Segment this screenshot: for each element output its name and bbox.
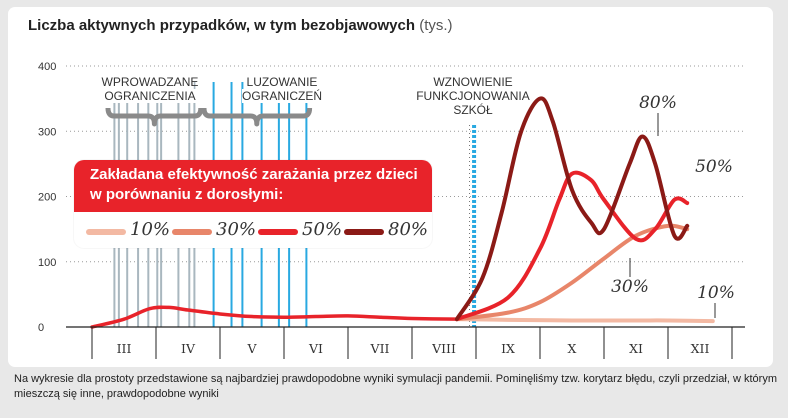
x-tick-label: VIII [431, 341, 456, 356]
series-line-10pct [454, 317, 715, 324]
series-labels: 10% 30% 50% 80% [611, 93, 735, 318]
chart-title: Liczba aktywnych przypadków, w tym bezob… [28, 17, 453, 34]
annotation-bg [245, 75, 319, 89]
annotation-bg [433, 75, 513, 89]
legend-label: 50% [302, 219, 343, 240]
series-label: 10% [697, 283, 735, 303]
legend: Zakładana efektywność zarażania przez dz… [74, 160, 432, 248]
annotation-bg [242, 89, 322, 103]
annotation-text: SZKÓŁ [453, 102, 493, 117]
title-unit: (tys.) [419, 17, 453, 34]
legend-items: 10% 30% 50% 80% [86, 218, 429, 244]
legend-label: 80% [388, 219, 429, 240]
series-lines [90, 96, 715, 329]
legend-swatch [86, 229, 126, 235]
series-line-30pct [454, 223, 690, 322]
legend-header: Zakładana efektywność zarażania przez dz… [74, 160, 432, 212]
legend-swatch [344, 229, 384, 235]
x-tick-label: IX [501, 341, 515, 356]
y-tick-label: 100 [38, 257, 56, 269]
legend-swatch [258, 229, 298, 235]
x-tick-label: VII [370, 341, 390, 356]
x-tick-label: IV [181, 341, 196, 356]
annotation-text: FUNKCJONOWANIA [416, 89, 530, 103]
y-tick-label: 0 [38, 322, 44, 334]
y-tick-label: 400 [38, 61, 56, 73]
y-tick-label: 300 [38, 126, 56, 138]
annotation-text: LUZOWANIE [247, 75, 318, 89]
annotation-text: OGRANICZENIA [104, 89, 195, 103]
annotation-bg [452, 103, 494, 117]
footnote: Na wykresie dla prostoty przedstawione s… [14, 373, 777, 400]
annotation-text: WZNOWIENIE [433, 75, 512, 89]
period-brace [105, 107, 204, 127]
title-text: Liczba aktywnych przypadków, w tym bezob… [28, 17, 416, 34]
x-tick-label: XI [629, 341, 643, 356]
legend-label: 10% [130, 219, 171, 240]
series-label: 30% [611, 277, 649, 297]
annotation-text: WPROWADZANE [102, 75, 199, 89]
x-axis: III IV V VI VII VIII IX X XI XII [66, 326, 745, 359]
y-tick-label: 200 [38, 192, 56, 204]
legend-label: 30% [216, 219, 257, 240]
annotation-text: OGRANICZEŃ [242, 88, 322, 103]
y-axis: 0 100 200 300 400 [38, 61, 56, 334]
legend-heading: Zakładana efektywność zarażania przez dz… [90, 166, 418, 203]
x-tick-label: X [568, 341, 577, 356]
series-label: 50% [695, 157, 733, 177]
x-tick-label: III [117, 341, 132, 356]
annotation-bg [417, 89, 529, 103]
period-brace [201, 107, 313, 127]
legend-swatch [172, 229, 212, 235]
series-line-baseline [90, 305, 459, 329]
series-line-80pct [454, 96, 690, 322]
x-tick-label: V [246, 341, 257, 356]
x-tick-label: XII [691, 341, 710, 356]
series-label: 80% [639, 93, 677, 113]
annotation-bg [102, 89, 198, 103]
annotation-bg [106, 75, 194, 89]
series-line-50pct [454, 170, 690, 322]
x-tick-label: VI [308, 341, 323, 356]
